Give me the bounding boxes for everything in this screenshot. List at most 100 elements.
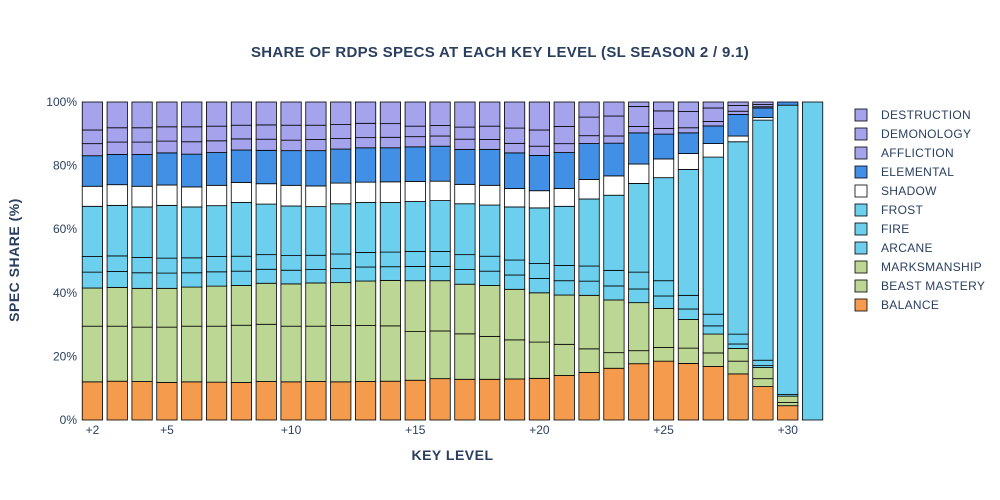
bar-segment-fire-3 (106, 255, 128, 272)
bar-segment-balance-5 (156, 382, 178, 421)
bar-segment-marksmanship-4 (131, 287, 153, 328)
bar-segment-affliction-28 (727, 110, 749, 115)
bar-segment-frost-28 (727, 141, 749, 335)
bar-segment-beast-mastery-7 (205, 325, 228, 383)
bar-segment-destruction-6 (181, 101, 203, 128)
bar-segment-arcane-27 (702, 325, 724, 335)
bar-segment-destruction-27 (702, 101, 724, 109)
bar-segment-arcane-10 (280, 269, 302, 285)
bar-segment-shadow-10 (280, 184, 302, 207)
bar-segment-beast-mastery-11 (305, 325, 327, 382)
bar-segment-affliction-15 (404, 136, 426, 148)
bar-segment-beast-mastery-6 (181, 325, 203, 383)
bar-segment-fire-24 (628, 271, 650, 290)
legend-swatch-affliction (854, 146, 868, 160)
bar-segment-frost-8 (230, 202, 253, 257)
bar-segment-fire-18 (479, 255, 501, 272)
bar-segment-fire-19 (503, 259, 526, 276)
bar-segment-beast-mastery-25 (653, 347, 675, 362)
bar-segment-arcane-11 (305, 269, 327, 284)
bar-segment-shadow-26 (677, 153, 699, 170)
bar-segment-fire-7 (205, 256, 228, 273)
legend-swatch-beast-mastery (854, 279, 868, 293)
bar-segment-beast-mastery-26 (677, 347, 699, 364)
legend-swatch-destruction (854, 108, 868, 122)
bar-segment-destruction-3 (106, 101, 128, 129)
bar-segment-arcane-6 (181, 272, 203, 288)
bar-segment-arcane-3 (106, 271, 128, 288)
bar-segment-frost-17 (454, 203, 476, 256)
bar-segment-destruction-29 (752, 101, 774, 105)
bar-segment-elemental-20 (528, 155, 550, 192)
bar-segment-elemental-12 (330, 148, 352, 184)
y-tick-label: 40% (53, 286, 77, 300)
bar-segment-affliction-14 (379, 136, 401, 149)
bar-segment-elemental-8 (230, 149, 253, 183)
y-tick-label: 60% (53, 222, 77, 236)
x-axis-label: KEY LEVEL (411, 447, 494, 463)
bar-segment-shadow-18 (479, 184, 501, 206)
bar-segment-frost-6 (181, 206, 203, 259)
bar-segment-demonology-27 (702, 107, 724, 122)
bar-segment-balance-26 (677, 362, 699, 421)
legend-swatch-frost (854, 203, 868, 217)
bar-segment-frost-14 (379, 202, 401, 253)
bar-segment-demonology-20 (528, 129, 550, 147)
bar-segment-elemental-5 (156, 152, 178, 186)
bar-segment-marksmanship-11 (305, 282, 327, 327)
bar-segment-destruction-13 (354, 101, 377, 124)
bar-segment-elemental-18 (479, 148, 501, 186)
bar-segment-balance-3 (106, 380, 128, 421)
bar-segment-shadow-17 (454, 183, 476, 205)
bar-segment-elemental-30 (777, 101, 799, 106)
bar-segment-elemental-7 (205, 152, 228, 186)
x-tick-label: +30 (778, 423, 799, 437)
bar-segment-elemental-21 (553, 152, 575, 189)
bar-segment-affliction-10 (280, 139, 302, 152)
bar-segment-affliction-5 (156, 140, 178, 154)
legend-label-affliction: AFFLICTION (881, 146, 954, 160)
x-tick-label: +20 (529, 423, 550, 437)
bar-segment-affliction-16 (429, 135, 451, 147)
bar-segment-marksmanship-30 (777, 395, 799, 403)
bar-segment-marksmanship-26 (677, 319, 699, 349)
bar-segment-elemental-16 (429, 145, 451, 182)
bar-segment-affliction-17 (454, 138, 476, 150)
bar-segment-arcane-19 (503, 274, 526, 290)
bar-segment-affliction-12 (330, 138, 352, 150)
bar-segment-frost-11 (305, 206, 327, 256)
bar-segment-demonology-2 (81, 129, 103, 145)
bar-segment-balance-10 (280, 381, 302, 421)
bar-segment-demonology-21 (553, 126, 575, 145)
bar-segment-destruction-25 (653, 101, 675, 112)
bar-segment-balance-24 (628, 363, 650, 421)
bar-segment-affliction-22 (578, 135, 600, 144)
bar-segment-shadow-27 (702, 143, 724, 158)
bar-segment-beast-mastery-14 (379, 325, 401, 382)
bar-segment-affliction-8 (230, 138, 253, 151)
bar-segment-marksmanship-28 (727, 348, 749, 362)
bar-segment-marksmanship-24 (628, 302, 650, 352)
bar-segment-fire-15 (404, 251, 426, 267)
x-tick-label: +15 (405, 423, 426, 437)
bar-segment-fire-2 (81, 256, 103, 273)
bar-segment-beast-mastery-21 (553, 343, 575, 376)
bar-segment-balance-14 (379, 380, 401, 421)
bar-segment-destruction-28 (727, 101, 749, 106)
bar-segment-demonology-8 (230, 124, 253, 140)
bar-segment-beast-mastery-24 (628, 350, 650, 365)
bar-segment-demonology-22 (578, 116, 600, 137)
bar-segment-shadow-8 (230, 182, 253, 203)
bar-segment-affliction-26 (677, 127, 699, 134)
bar-segment-beast-mastery-10 (280, 325, 302, 383)
bar-segment-destruction-24 (628, 101, 650, 107)
bar-segment-frost-10 (280, 205, 302, 257)
bar-segment-demonology-24 (628, 106, 650, 127)
bar-segment-demonology-19 (503, 127, 526, 144)
y-tick-label: 20% (53, 349, 77, 363)
bar-segment-affliction-6 (181, 141, 203, 155)
bar-segment-balance-28 (727, 373, 749, 421)
bar-segment-elemental-13 (354, 147, 377, 183)
bar-segment-elemental-29 (752, 107, 774, 118)
bar-segment-frost-15 (404, 201, 426, 252)
